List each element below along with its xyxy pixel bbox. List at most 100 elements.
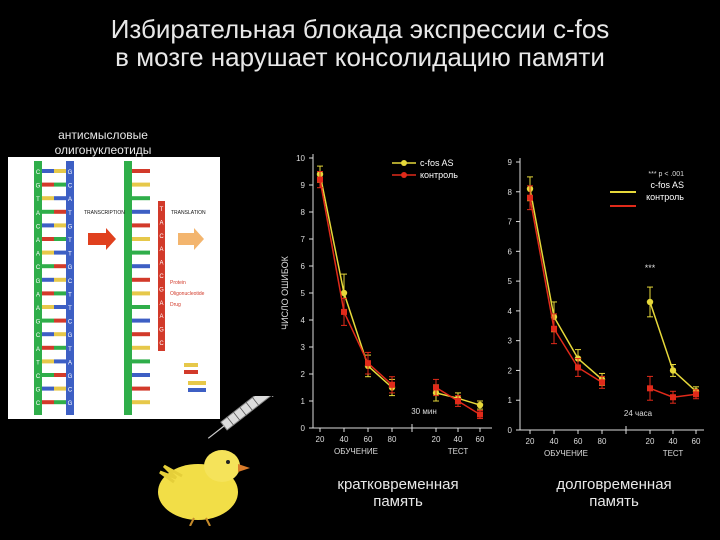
base-pair-half — [54, 237, 66, 241]
base-pair-half — [42, 305, 54, 309]
x-tick-label: 60 — [364, 435, 373, 444]
data-point — [646, 298, 654, 306]
series-line — [649, 387, 697, 399]
series-line — [529, 197, 603, 383]
y-tick-label: 7 — [301, 235, 306, 244]
base-pair-half — [54, 291, 66, 296]
test-label: ТЕСТ — [663, 449, 684, 458]
dna-letter: A — [68, 197, 72, 203]
x-tick-label: 80 — [598, 437, 607, 446]
translation-label: TRANSLATION — [171, 210, 206, 216]
base-pair-half — [42, 332, 54, 337]
data-point — [433, 384, 439, 391]
series-line — [435, 392, 481, 406]
base-pair-half — [54, 250, 66, 255]
base-pair-half — [42, 250, 54, 255]
mrna-base — [132, 209, 150, 214]
base-pair-half — [54, 318, 66, 323]
dna-letter: C — [36, 265, 41, 271]
data-point — [598, 376, 606, 383]
y-tick-label: 6 — [508, 247, 513, 256]
x-tick-label: 20 — [432, 435, 441, 444]
base-pair-half — [54, 223, 66, 228]
antisense-letter: A — [159, 301, 163, 307]
y-tick-label: 3 — [301, 343, 306, 352]
dna-letter: T — [68, 252, 72, 258]
mrna-base — [132, 318, 150, 323]
base-pair-half — [54, 196, 66, 201]
mrna-base — [132, 237, 150, 241]
base-pair-half — [54, 345, 66, 350]
y-tick-label: 3 — [508, 337, 513, 346]
dna-letter: A — [36, 238, 40, 244]
base-pair-half — [42, 359, 54, 364]
x-tick-label: 40 — [550, 437, 559, 446]
mrna-base — [132, 264, 150, 269]
antisense-letters: T A C A A C G A A G C — [159, 207, 164, 347]
data-point — [317, 176, 323, 183]
dna-letter: C — [36, 224, 41, 230]
dna-letter: T — [68, 211, 72, 217]
antisense-letter: A — [159, 220, 163, 226]
short-term-memory-line2: память — [373, 493, 423, 510]
data-point — [316, 171, 324, 178]
y-tick-label: 8 — [508, 188, 513, 197]
slide-title-line1: Избирательная блокада экспрессии c-fos — [110, 14, 610, 44]
dna-letter: T — [68, 238, 72, 244]
antisense-letter: G — [159, 328, 164, 334]
chick-leg — [189, 517, 195, 526]
oligo-fragment — [184, 363, 198, 367]
data-point — [388, 384, 396, 391]
data-point — [669, 367, 677, 374]
base-pair-half — [42, 386, 54, 391]
data-point — [389, 381, 395, 388]
base-pair-half — [54, 332, 66, 337]
mrna-base — [132, 277, 150, 282]
dna-letter: G — [68, 224, 73, 230]
chick-head — [204, 450, 240, 482]
legend-swatch-marker — [401, 172, 407, 178]
legend-label: контроль — [420, 170, 458, 180]
series-line — [435, 386, 481, 416]
dna-letter: G — [36, 279, 41, 285]
data-point — [647, 385, 653, 392]
base-pair-half — [54, 400, 66, 405]
base-pair-half — [42, 277, 54, 282]
y-tick-label: 5 — [508, 277, 513, 286]
base-pair-half — [42, 345, 54, 350]
transcription-label: TRANSCRIPTION — [84, 210, 125, 216]
oligo-fragment — [188, 381, 206, 385]
base-pair-half — [42, 182, 54, 187]
oligo-caption-line2: олигонуклеотиды — [54, 143, 152, 157]
transcription-arrow-icon — [88, 228, 116, 250]
y-tick-label: 2 — [301, 370, 306, 379]
dna-letter: G — [68, 333, 73, 339]
y-tick-label: 7 — [508, 218, 513, 227]
dna-letter: T — [68, 292, 72, 298]
base-pair-half — [42, 169, 54, 173]
y-tick-label: 1 — [508, 396, 513, 405]
x-tick-label: 40 — [669, 437, 678, 446]
data-point — [365, 360, 371, 367]
dna-letter: G — [36, 184, 41, 190]
chick-beak-icon — [238, 464, 250, 472]
antisense-illustration: C G T A C A A C G A A G C A T C G C G C A T G T T G C T T C G T A G C G T A… — [8, 157, 220, 419]
x-tick-label: 40 — [340, 435, 349, 444]
data-point — [693, 391, 699, 398]
antisense-letter: A — [159, 314, 163, 320]
base-pair-half — [42, 196, 54, 201]
data-point — [527, 194, 533, 201]
antisense-letter: C — [159, 234, 164, 240]
dna-letter: G — [68, 374, 73, 380]
short-term-memory-line1: кратковременная — [337, 476, 459, 493]
base-pair-half — [42, 223, 54, 228]
data-point — [455, 398, 461, 404]
x-tick-label: 80 — [388, 435, 397, 444]
x-tick-label: 60 — [476, 435, 485, 444]
data-point — [575, 364, 581, 371]
mrna-base — [132, 250, 150, 255]
base-pair-half — [42, 400, 54, 405]
chick-leg — [205, 517, 211, 526]
mrna-base — [132, 182, 150, 187]
dna-letter: A — [68, 360, 72, 366]
